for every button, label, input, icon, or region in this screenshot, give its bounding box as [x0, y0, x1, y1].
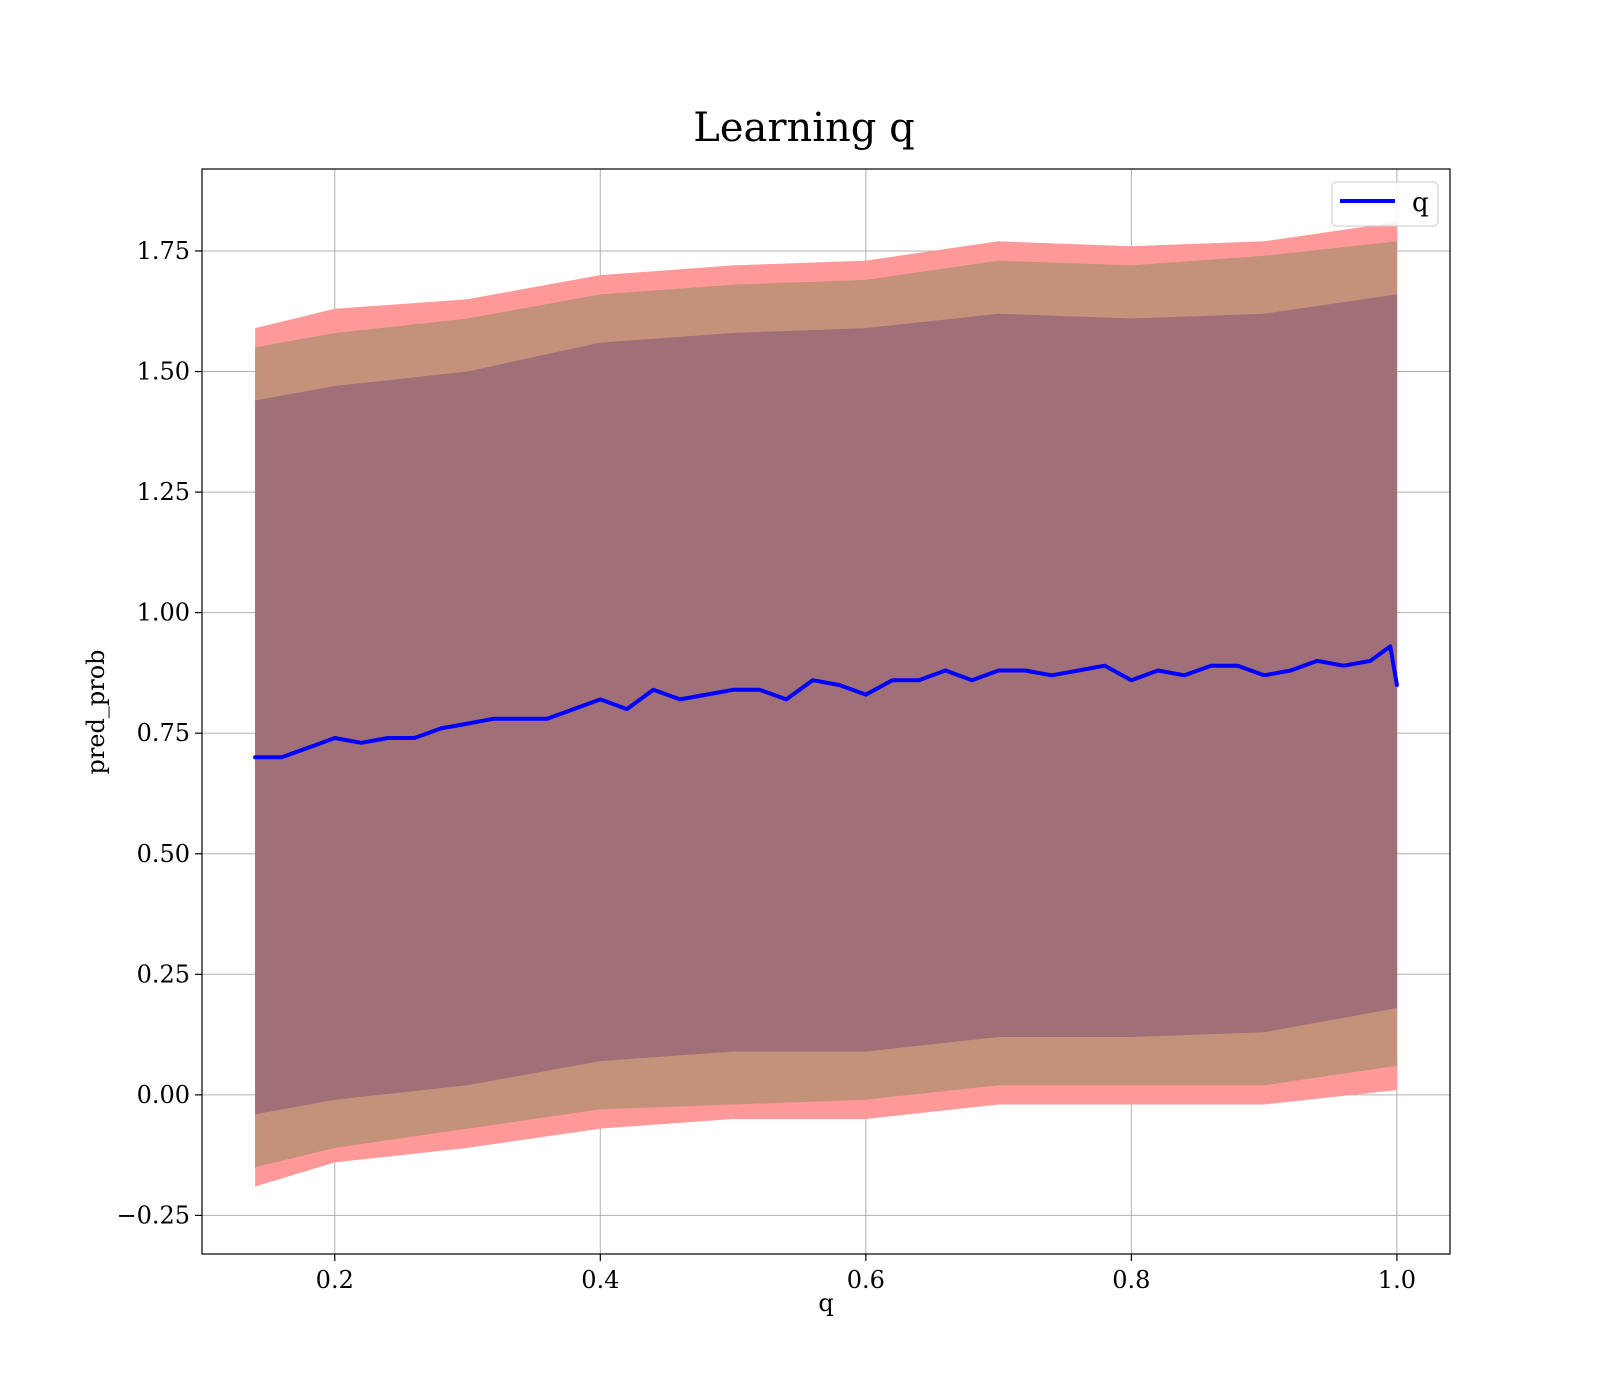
y-tick-label: 0.00 — [137, 1081, 190, 1109]
y-tick-label: 0.25 — [137, 960, 190, 988]
y-tick-label: 1.25 — [137, 478, 190, 506]
x-tick-label: 0.6 — [847, 1266, 885, 1294]
plot-frame — [201, 168, 1451, 1255]
x-tick-label: 0.8 — [1112, 1266, 1150, 1294]
y-axis: −0.25 0.00 0.25 0.50 0.75 1.00 1.25 1.50 1.75 — [116, 237, 202, 1229]
y-tick-label: 0.75 — [137, 719, 190, 747]
legend-box — [1331, 181, 1439, 227]
x-axis-label: q — [818, 1289, 833, 1317]
y-tick-label: 1.00 — [137, 599, 190, 627]
y-tick-label: −0.25 — [116, 1201, 190, 1229]
y-tick-label: 0.50 — [137, 840, 190, 868]
x-tick-label: 0.4 — [581, 1266, 619, 1294]
x-tick-label: 1.0 — [1378, 1266, 1416, 1294]
chart-title: Learning q — [693, 105, 914, 151]
legend: q — [1331, 181, 1439, 227]
y-tick-label: 1.50 — [137, 358, 190, 386]
band-inner-area — [255, 294, 1397, 1115]
series-lines — [253, 644, 1399, 760]
series-line-q — [253, 644, 1399, 760]
y-axis-label: pred_prob — [82, 649, 110, 774]
x-axis: 0.2 0.4 0.6 0.8 1.0 — [316, 1254, 1416, 1294]
legend-label-q: q — [1412, 188, 1429, 218]
uncertainty-bands — [255, 222, 1397, 1187]
plot-area — [201, 168, 1451, 1255]
x-tick-label: 0.2 — [316, 1266, 354, 1294]
y-tick-label: 1.75 — [137, 237, 190, 265]
